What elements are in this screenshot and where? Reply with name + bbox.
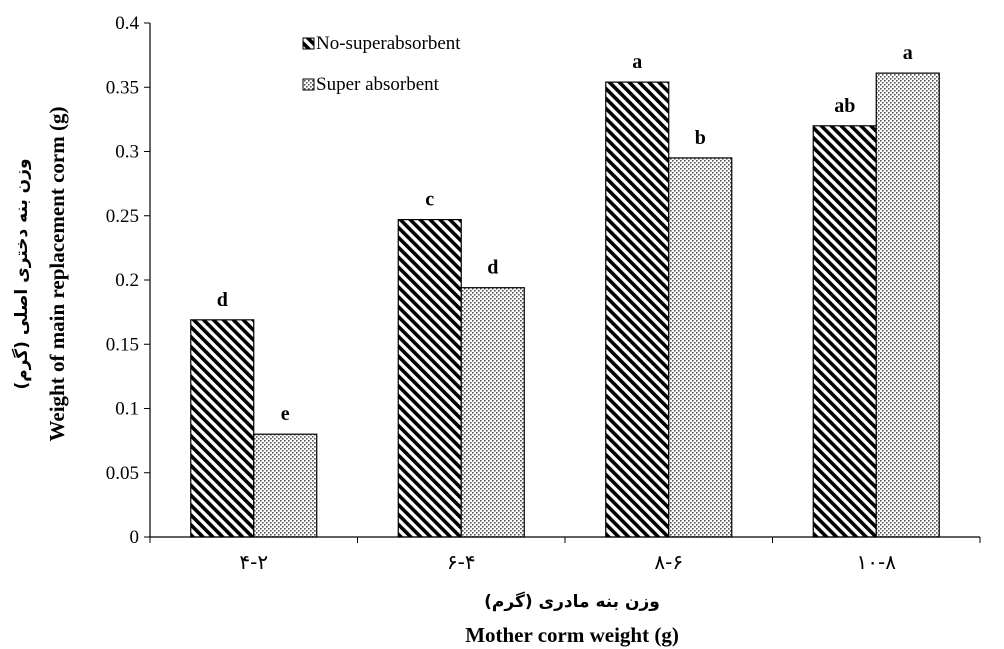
y-axis-title: Weight of main replacement corm (g) [45,107,69,442]
x-tick-label: ۱۰-۸ [857,550,897,574]
y-tick-label: 0.15 [106,334,139,355]
x-tick-label: ۶-۴ [447,550,476,574]
legend-swatch-no-superabsorbent [302,37,315,50]
bar-super-absorbent-3 [668,157,733,538]
legend-swatch-super-absorbent [302,78,315,91]
bar-super-absorbent-4 [875,72,940,538]
significance-letter: e [281,403,290,425]
significance-letter: d [217,289,228,311]
significance-letter: ab [834,95,855,117]
bar-no-superabsorbent-4 [812,125,877,538]
y-tick-label: 0.35 [106,77,139,98]
x-tick-label: ۸-۶ [654,550,683,574]
y-tick-label: 0.4 [115,13,139,34]
y-tick-label: 0.05 [106,463,139,484]
significance-letter: b [695,127,706,149]
x-axis-title-persian: وزن بنه مادری (گرم) [484,591,660,612]
bar-super-absorbent-2 [460,287,525,538]
legend-label-super-absorbent: Super absorbent [316,74,440,95]
y-axis-title-persian: وزن بنه دختری اصلی (گرم) [11,158,32,389]
bar-no-superabsorbent-1 [190,319,255,538]
bar-no-superabsorbent-3 [605,81,670,538]
y-tick-label: 0.3 [115,142,139,163]
y-tick-label: 0.25 [106,206,139,227]
plot-area: de۴-۲cd۶-۴ab۸-۶aba۱۰-۸00.050.10.150.20.2… [106,13,981,574]
x-tick-label: ۴-۲ [239,550,268,574]
legend-label-no-superabsorbent: No-superabsorbent [316,33,461,54]
significance-letter: a [903,42,913,64]
bar-no-superabsorbent-2 [397,219,462,538]
x-axis-title: Mother corm weight (g) [465,623,679,647]
y-tick-label: 0.2 [115,270,139,291]
significance-letter: c [425,189,434,211]
legend: No-superabsorbent Super absorbent [302,33,461,95]
y-tick-label: 0 [130,527,140,548]
bar-super-absorbent-1 [253,433,318,538]
significance-letter: a [632,51,642,73]
y-tick-label: 0.1 [115,399,139,420]
significance-letter: d [487,257,498,279]
